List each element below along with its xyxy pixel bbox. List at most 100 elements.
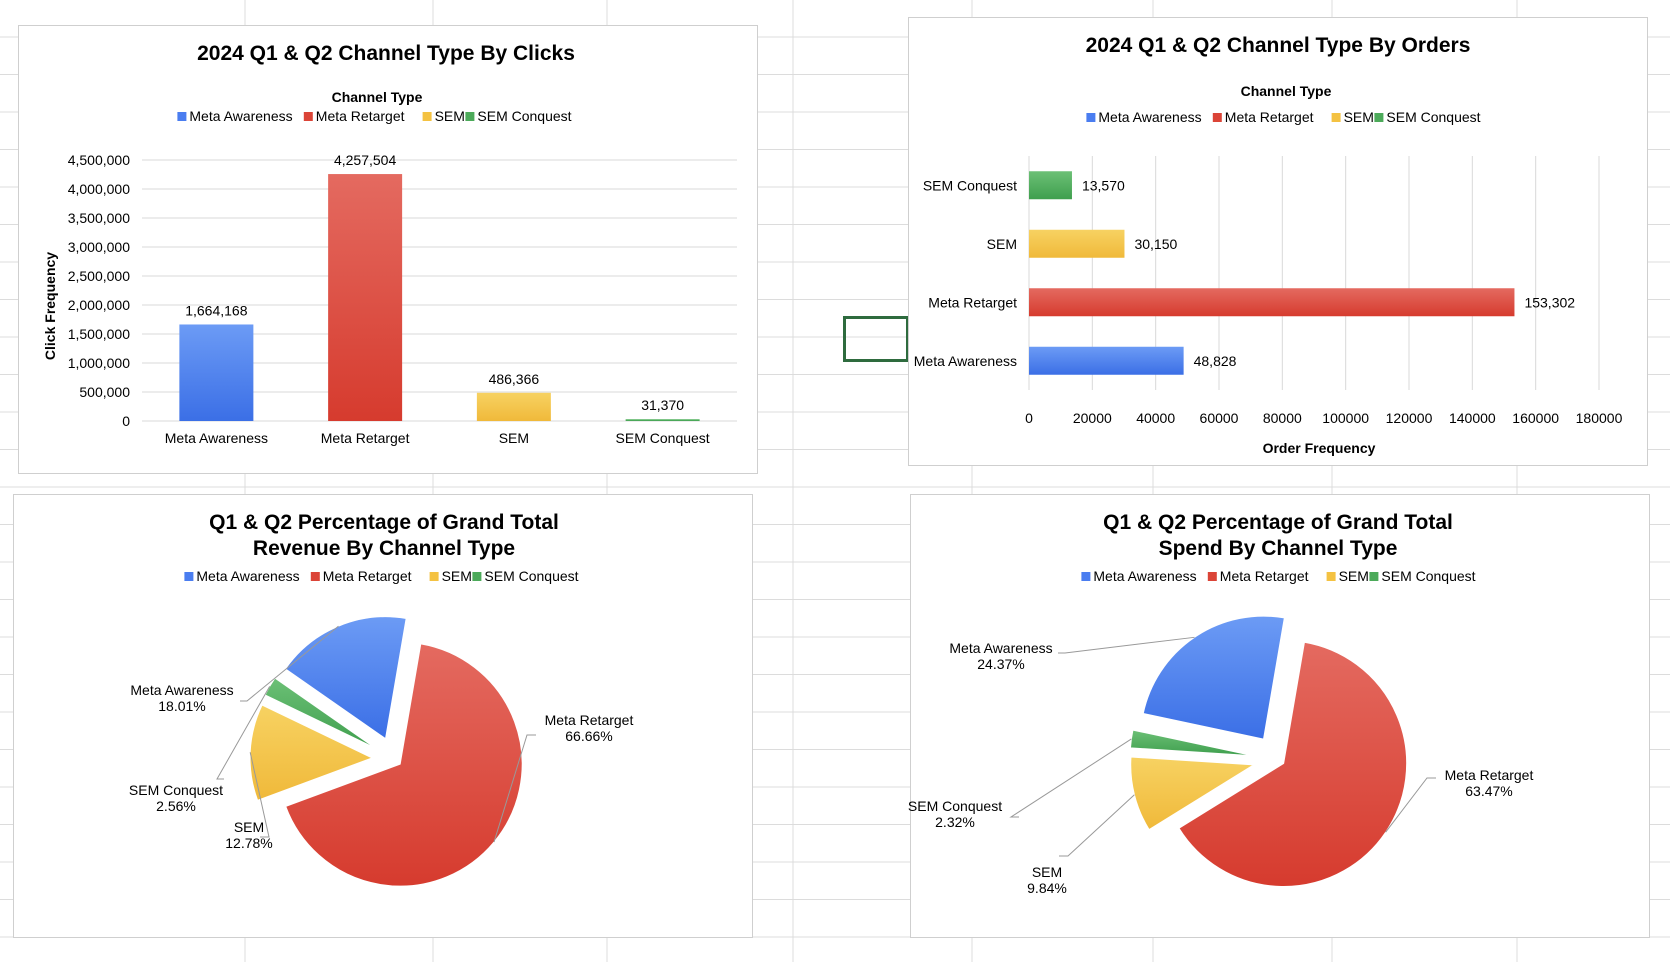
legend-swatch-meta-retarget — [1207, 572, 1217, 581]
leader-line-sem — [249, 752, 270, 838]
bar-meta-awareness — [1029, 346, 1184, 375]
bar-sem — [1029, 229, 1125, 258]
legend-item-meta-awareness: Meta Awareness — [1093, 568, 1196, 584]
orders-bar-chart: 2024 Q1 & Q2 Channel Type By Orders Chan… — [914, 34, 1623, 456]
bar-sem-conquest — [1029, 171, 1072, 200]
pie-slice-meta-awareness — [1142, 615, 1285, 740]
x-tick-label: 140000 — [1449, 410, 1496, 426]
bar-meta-retarget — [328, 174, 403, 421]
bar-meta-awareness — [179, 324, 254, 421]
data-label-sem-conquest: 13,570 — [1082, 177, 1125, 193]
slice-label-sem-conquest: SEM Conquest — [908, 798, 1002, 814]
slice-label-meta-retarget: Meta Retarget — [545, 712, 634, 728]
x-tick-label: 0 — [1025, 410, 1033, 426]
bar-meta-retarget — [1029, 288, 1515, 317]
slice-label-sem-conquest: SEM Conquest — [129, 782, 223, 798]
clicks-chart-panel[interactable]: 2024 Q1 & Q2 Channel Type By Clicks Chan… — [18, 25, 758, 474]
x-tick-label: 160000 — [1512, 410, 1559, 426]
bar-sem — [476, 392, 551, 421]
slice-label-meta-awareness: Meta Awareness — [130, 682, 233, 698]
x-tick-label: 40000 — [1136, 410, 1175, 426]
chart-title-line-2: Revenue By Channel Type — [253, 537, 515, 560]
legend-swatch-meta-awareness — [184, 572, 194, 581]
data-label-meta-awareness: 48,828 — [1194, 353, 1237, 369]
slice-percent-sem-conquest: 2.56% — [156, 798, 196, 814]
revenue-pie-chart: Q1 & Q2 Percentage of Grand Total Revenu… — [129, 511, 634, 887]
data-label-sem-conquest: 31,370 — [641, 397, 684, 413]
legend-item-meta-retarget: Meta Retarget — [1225, 109, 1314, 125]
x-tick-label: 80000 — [1263, 410, 1302, 426]
leader-line-meta-awareness — [1058, 636, 1195, 654]
legend: Meta Awareness Meta Retarget SEM SEM Conque… — [184, 568, 579, 584]
y-tick-label: 1,500,000 — [68, 326, 130, 342]
x-tick-label: 180000 — [1576, 410, 1623, 426]
x-tick-label: Meta Awareness — [165, 430, 268, 446]
legend-item-meta-awareness: Meta Awareness — [196, 568, 299, 584]
y-tick-label: 4,500,000 — [68, 152, 130, 168]
y-tick-label: 1,000,000 — [68, 355, 130, 371]
pie-slice-sem — [1130, 756, 1256, 831]
legend-swatch-sem — [422, 112, 432, 121]
pie-slice-sem-conquest — [1129, 729, 1254, 757]
y-tick-label: SEM — [987, 236, 1017, 252]
legend-title: Channel Type — [332, 89, 423, 105]
pie-slice-meta-retarget — [1178, 641, 1408, 887]
chart-title: 2024 Q1 & Q2 Channel Type By Clicks — [197, 42, 575, 65]
legend-swatch-sem — [1326, 572, 1336, 581]
legend-swatch-sem-conquest — [465, 112, 475, 121]
slice-label-meta-retarget: Meta Retarget — [1445, 767, 1534, 783]
x-tick-label: SEM Conquest — [616, 430, 710, 446]
legend-swatch-sem-conquest — [472, 572, 482, 581]
x-tick-label: 120000 — [1386, 410, 1433, 426]
legend-item-meta-awareness: Meta Awareness — [1098, 109, 1201, 125]
spend-pie-panel[interactable]: Q1 & Q2 Percentage of Grand Total Spend … — [908, 494, 1650, 938]
legend-swatch-sem-conquest — [1374, 113, 1384, 122]
slice-percent-sem: 12.78% — [225, 835, 272, 851]
legend-item-meta-retarget: Meta Retarget — [316, 108, 405, 124]
y-tick-label: 500,000 — [79, 384, 130, 400]
x-tick-label: 60000 — [1200, 410, 1239, 426]
revenue-pie-panel[interactable]: Q1 & Q2 Percentage of Grand Total Revenu… — [13, 494, 753, 938]
legend-item-sem: SEM — [442, 568, 472, 584]
legend-title: Channel Type — [1241, 83, 1332, 99]
legend: Meta Awareness Meta Retarget SEM SEM Conque… — [1086, 109, 1481, 125]
slice-label-sem: SEM — [234, 819, 264, 835]
legend-item-sem-conquest: SEM Conquest — [484, 568, 578, 584]
leader-line-sem-conquest — [1009, 738, 1132, 818]
leader-line-meta-retarget — [1385, 777, 1436, 833]
x-tick-label: SEM — [499, 430, 529, 446]
legend-item-meta-retarget: Meta Retarget — [1220, 568, 1309, 584]
legend-swatch-sem-conquest — [1369, 572, 1379, 581]
legend-swatch-meta-retarget — [303, 112, 313, 121]
x-tick-label: 20000 — [1073, 410, 1112, 426]
legend-swatch-sem — [429, 572, 439, 581]
slice-percent-meta-retarget: 63.47% — [1465, 783, 1512, 799]
clicks-bar-chart: 2024 Q1 & Q2 Channel Type By Clicks Chan… — [42, 42, 737, 446]
x-tick-label: Meta Retarget — [321, 430, 410, 446]
leader-line-meta-awareness — [240, 625, 339, 702]
x-axis-label: Order Frequency — [1263, 440, 1376, 456]
x-tick-label: 100000 — [1322, 410, 1369, 426]
legend-item-meta-retarget: Meta Retarget — [323, 568, 412, 584]
y-tick-label: Meta Retarget — [928, 294, 1017, 310]
data-label-sem: 30,150 — [1134, 236, 1177, 252]
slice-label-sem: SEM — [1032, 864, 1062, 880]
leader-line-meta-retarget — [493, 734, 536, 843]
pie-slice-meta-awareness — [284, 616, 407, 740]
legend-swatch-sem — [1331, 113, 1341, 122]
slice-percent-sem-conquest: 2.32% — [935, 814, 975, 830]
spend-pie-chart: Q1 & Q2 Percentage of Grand Total Spend … — [908, 511, 1534, 896]
orders-chart-panel[interactable]: 2024 Q1 & Q2 Channel Type By Orders Chan… — [908, 17, 1648, 466]
y-axis-label: Click Frequency — [42, 252, 58, 360]
selected-cell[interactable] — [843, 316, 909, 362]
slice-percent-meta-awareness: 18.01% — [158, 698, 205, 714]
legend-item-sem-conquest: SEM Conquest — [477, 108, 571, 124]
legend-item-sem-conquest: SEM Conquest — [1381, 568, 1475, 584]
data-label-meta-retarget: 153,302 — [1524, 294, 1575, 310]
legend-item-sem: SEM — [1339, 568, 1369, 584]
legend-swatch-meta-retarget — [310, 572, 320, 581]
legend: Meta Awareness Meta Retarget SEM SEM Conque… — [177, 108, 572, 124]
legend-swatch-meta-awareness — [177, 112, 187, 121]
y-tick-label: 2,500,000 — [68, 268, 130, 284]
data-label-sem: 486,366 — [489, 371, 540, 387]
